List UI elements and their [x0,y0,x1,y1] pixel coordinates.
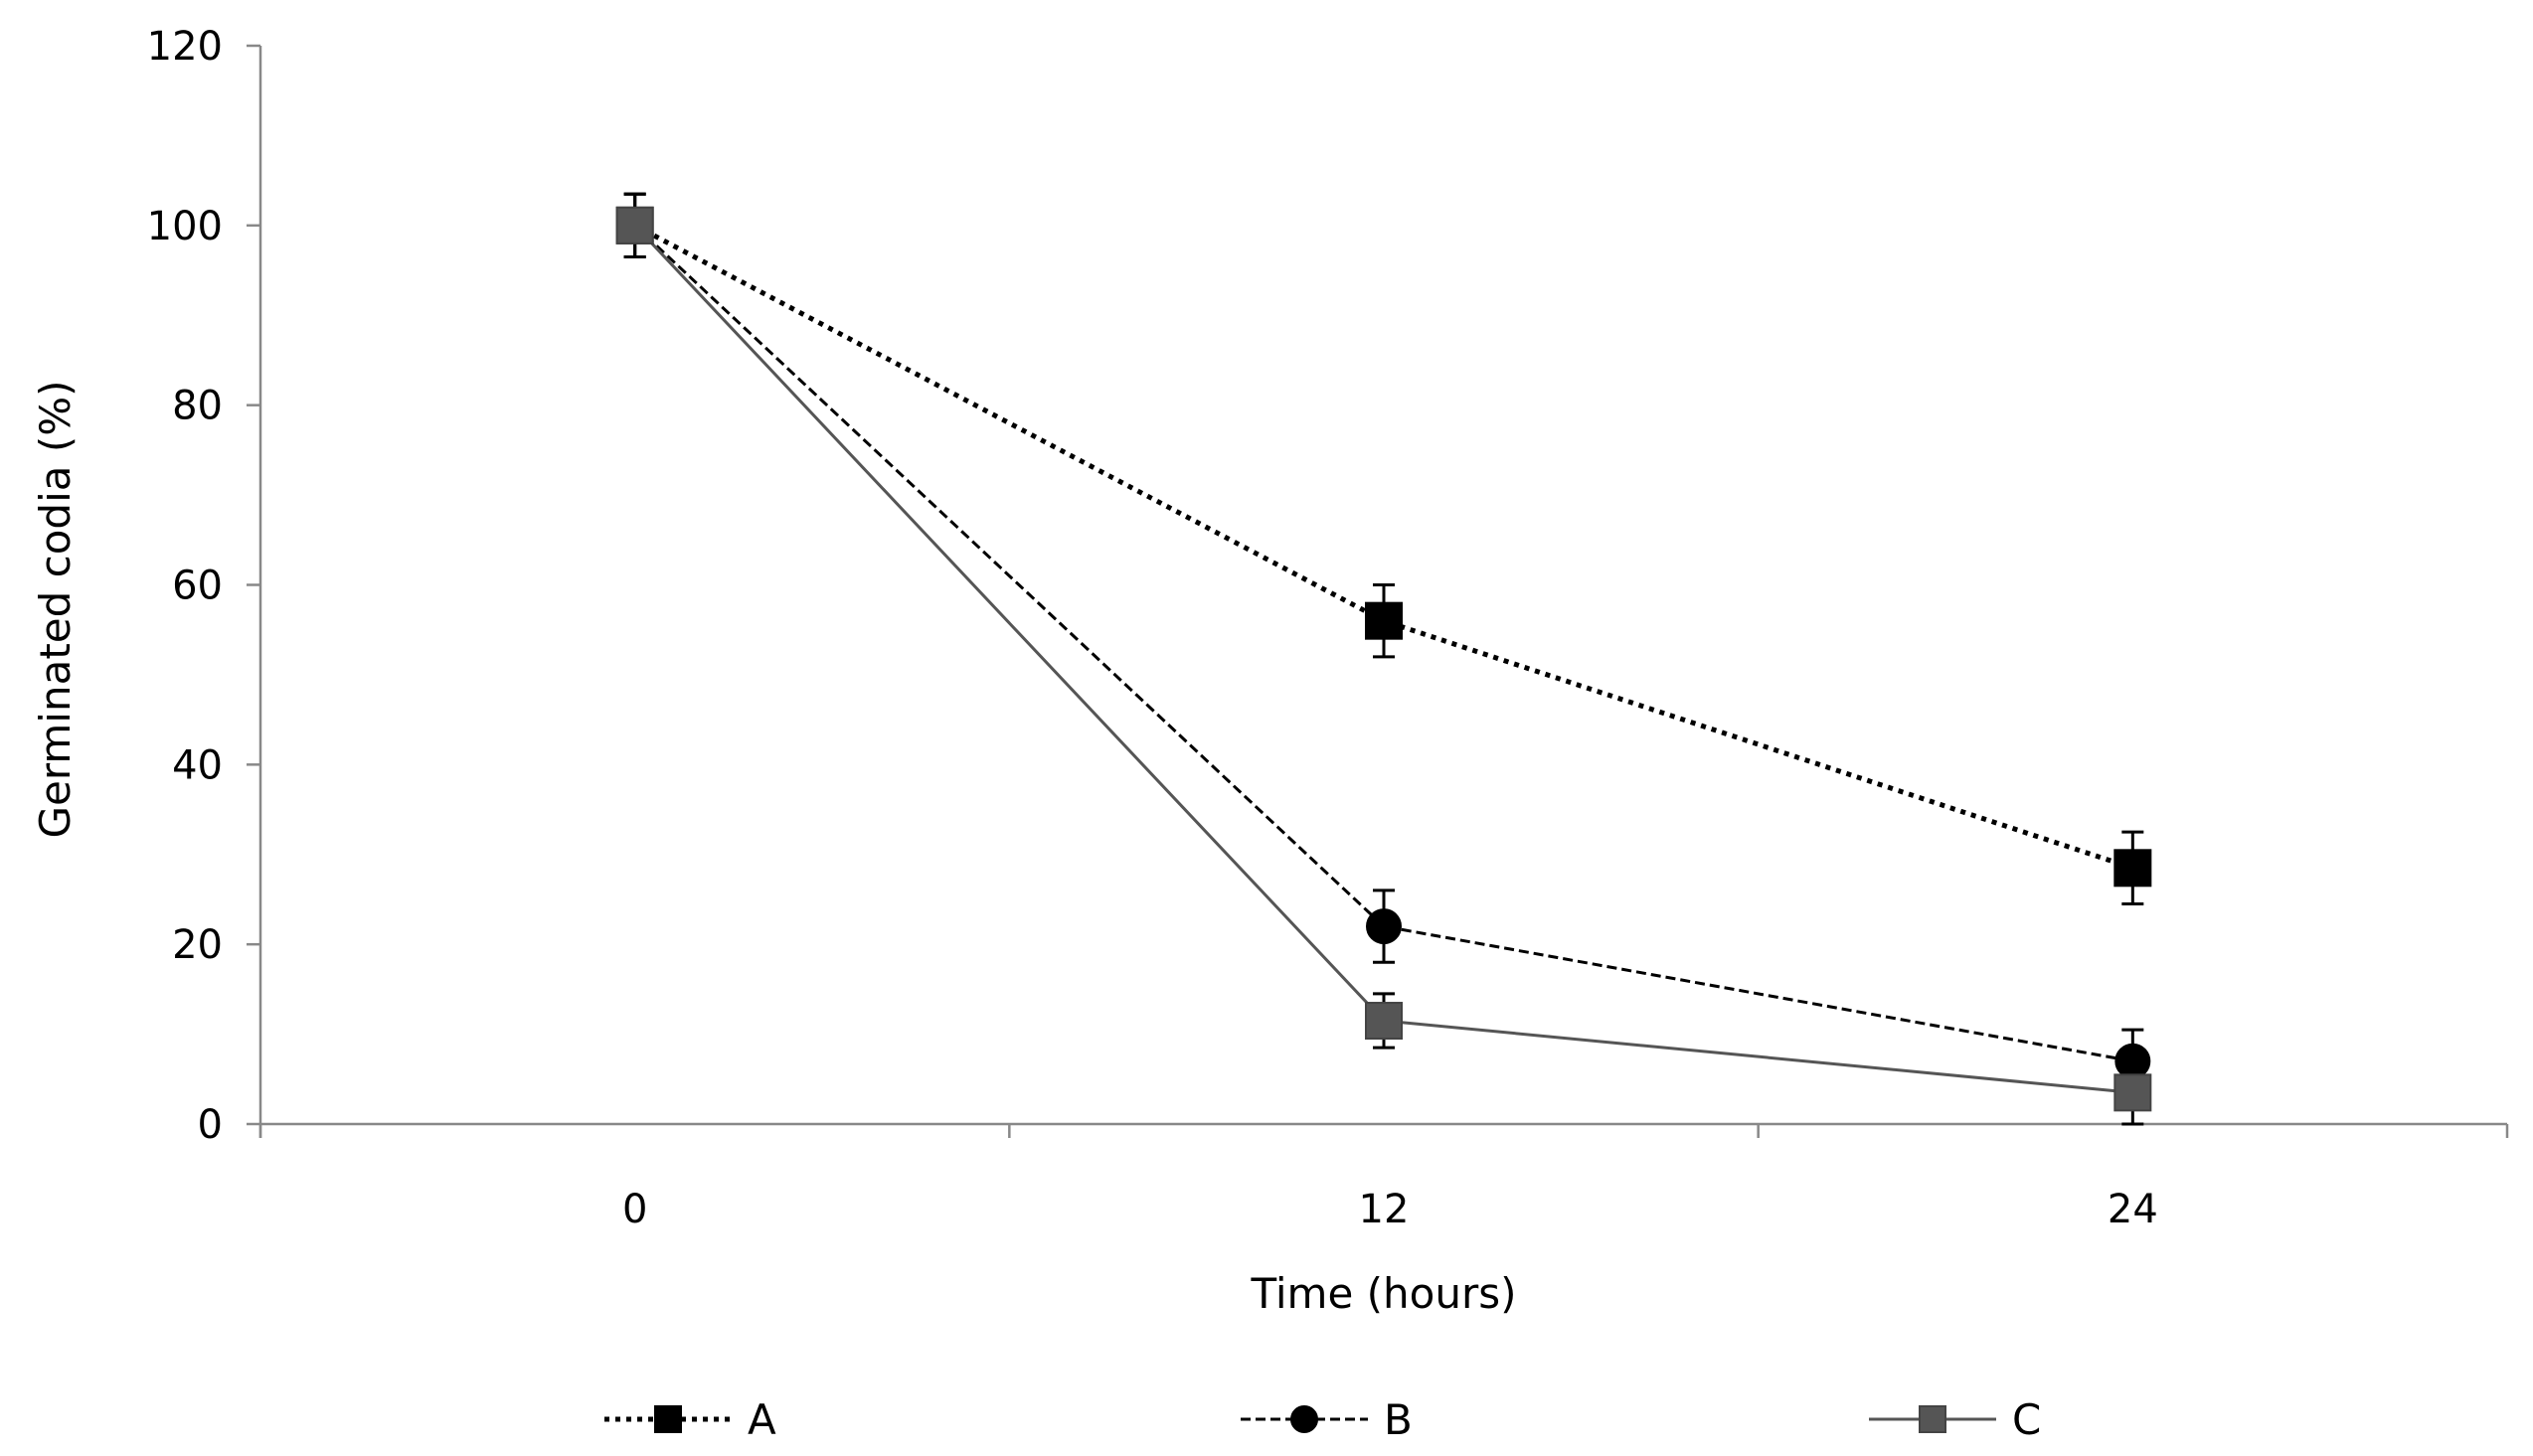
y-tick-label: 120 [147,24,223,70]
y-axis-title: Germinated codia (%) [31,380,80,838]
data-point-C [1365,1002,1403,1041]
legend-marker-B [1290,1405,1318,1433]
data-point-A [2113,849,2152,888]
data-point-B [1366,908,1402,945]
series-line-A [633,223,2134,871]
y-tick-label: 100 [147,204,223,249]
data-point-C [2113,1073,2152,1112]
y-tick-label: 80 [172,384,223,429]
x-tick-label: 12 [1359,1187,1410,1232]
legend-label-A: A [748,1395,776,1444]
y-tick-label: 0 [198,1102,223,1148]
legend-marker-C [1919,1405,1946,1433]
x-tick-label: 0 [622,1187,647,1232]
x-tick-label: 24 [2108,1187,2158,1232]
y-tick-label: 20 [172,922,223,968]
data-point-B [2114,1043,2151,1079]
y-tick-label: 60 [172,564,223,609]
legend-label-C: C [2012,1395,2041,1444]
data-point-A [1365,601,1403,640]
x-axis-title: Time (hours) [1251,1269,1517,1318]
legend-label-B: B [1384,1395,1413,1444]
y-tick-label: 40 [172,742,223,788]
legend-marker-A [654,1405,682,1433]
data-point-C [615,206,654,244]
